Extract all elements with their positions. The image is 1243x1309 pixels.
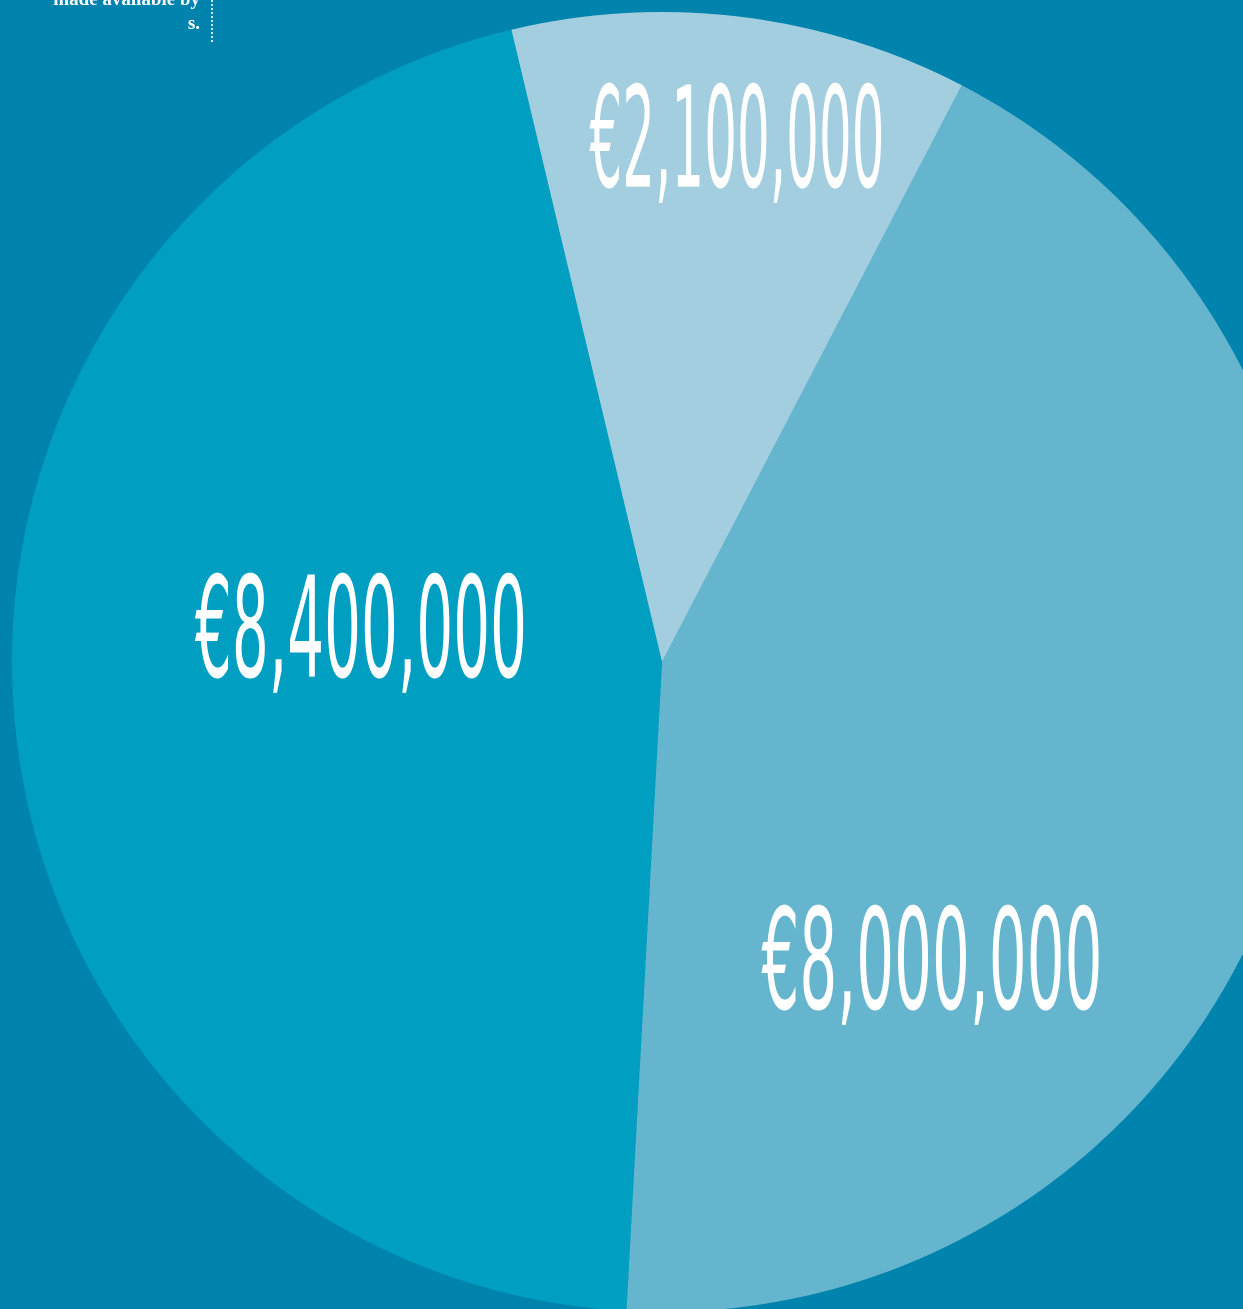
slice-label: €2,100,000 [590,58,885,221]
pie-slice [511,12,962,663]
intro-line: s. [187,13,200,34]
pie-slice [626,85,1243,1309]
intro-line: made available by [0,0,200,12]
dotted-rule [211,0,213,42]
pie-slice [12,29,662,1309]
slice-label: €8,000,000 [762,880,1103,1043]
intro-text: made available by s. [0,0,200,36]
slice-label: €8,400,000 [195,548,527,711]
